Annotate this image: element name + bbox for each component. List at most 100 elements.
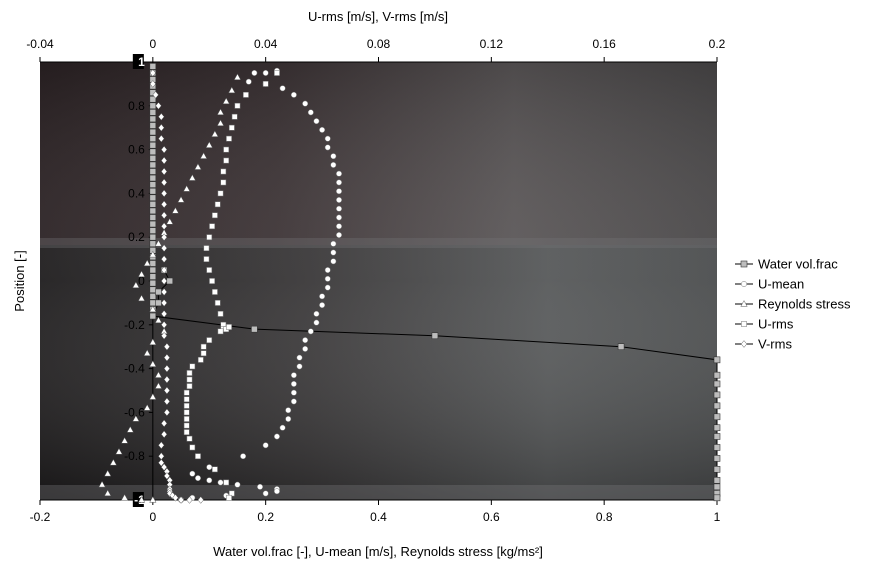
data-point — [220, 179, 227, 186]
data-point — [166, 217, 174, 225]
data-point — [183, 402, 190, 409]
data-point — [158, 123, 165, 132]
data-point — [279, 424, 286, 431]
data-point — [149, 95, 157, 103]
data-point — [217, 190, 224, 197]
data-point — [109, 458, 117, 466]
data-point — [262, 70, 269, 76]
series-v-rms — [149, 69, 204, 504]
data-point — [149, 312, 157, 320]
data-point — [240, 453, 247, 460]
data-point — [149, 194, 157, 202]
data-point — [206, 234, 213, 241]
data-point — [149, 80, 156, 88]
data-point — [262, 442, 269, 449]
data-point — [313, 319, 320, 326]
legend-marker — [740, 300, 748, 307]
data-point — [214, 300, 221, 306]
y-tick-label: -0.4 — [124, 362, 145, 376]
data-point — [336, 232, 342, 238]
data-point — [126, 426, 134, 433]
data-point — [206, 337, 213, 343]
data-point — [216, 108, 225, 116]
data-point — [160, 156, 168, 165]
data-point — [149, 141, 157, 149]
data-point — [152, 91, 159, 99]
data-point — [234, 481, 241, 488]
data-point — [200, 350, 207, 357]
data-point — [336, 197, 342, 203]
data-point — [166, 277, 174, 285]
data-point — [183, 409, 190, 416]
data-point — [160, 167, 168, 176]
data-point — [713, 466, 721, 473]
x-top-tick-label: -0.04 — [26, 37, 54, 51]
data-point — [206, 477, 213, 484]
data-point — [223, 157, 230, 164]
data-point — [307, 328, 314, 335]
data-point — [285, 416, 292, 422]
data-point — [307, 109, 314, 116]
data-point — [149, 233, 157, 241]
x-top-tick-label: 0.08 — [367, 37, 391, 51]
data-point — [302, 337, 309, 344]
data-point — [160, 310, 168, 318]
data-point — [158, 458, 165, 467]
data-point — [713, 444, 721, 451]
legend-item: Water vol.frac — [735, 257, 838, 272]
data-point — [330, 153, 337, 160]
data-point — [160, 233, 168, 241]
data-point — [154, 239, 163, 247]
data-point — [713, 433, 721, 440]
data-point — [220, 168, 227, 175]
data-point — [154, 316, 163, 324]
data-point — [160, 277, 168, 285]
x-bottom-tick-label: 0 — [149, 510, 156, 524]
y-axis-label: Position [-] — [12, 250, 27, 311]
data-point — [149, 260, 157, 267]
data-point — [137, 270, 146, 278]
data-point — [211, 130, 219, 137]
legend-marker — [741, 281, 747, 287]
data-point — [149, 279, 157, 287]
data-point — [290, 372, 297, 379]
data-point — [290, 398, 297, 405]
data-point — [186, 370, 193, 376]
data-point — [217, 479, 224, 486]
data-point — [160, 222, 168, 231]
data-point — [243, 92, 249, 98]
data-point — [197, 356, 204, 363]
data-point — [431, 332, 439, 340]
data-point — [195, 453, 201, 460]
data-point — [274, 488, 280, 495]
data-point — [149, 168, 157, 175]
data-point — [203, 256, 210, 262]
data-point — [183, 396, 190, 403]
data-point — [163, 364, 171, 373]
data-point — [199, 152, 208, 159]
x-bottom-tick-label: 0.6 — [483, 510, 500, 524]
data-point — [160, 430, 168, 439]
data-point — [172, 494, 179, 502]
data-point — [149, 155, 157, 162]
data-point — [149, 148, 157, 156]
data-point — [149, 220, 157, 228]
data-point — [143, 259, 151, 267]
data-point — [149, 293, 157, 300]
data-point — [223, 146, 230, 153]
data-point — [194, 163, 202, 170]
data-point — [149, 240, 157, 248]
y-tick-label: 0 — [138, 274, 145, 288]
data-point — [251, 70, 258, 76]
data-point — [149, 338, 157, 345]
data-point — [163, 353, 171, 362]
data-point — [183, 422, 190, 429]
data-point — [216, 119, 225, 126]
data-point — [234, 102, 241, 109]
data-point — [206, 464, 213, 471]
data-point — [186, 376, 193, 383]
data-point — [713, 356, 721, 364]
data-point — [149, 360, 157, 367]
data-point — [149, 135, 157, 142]
